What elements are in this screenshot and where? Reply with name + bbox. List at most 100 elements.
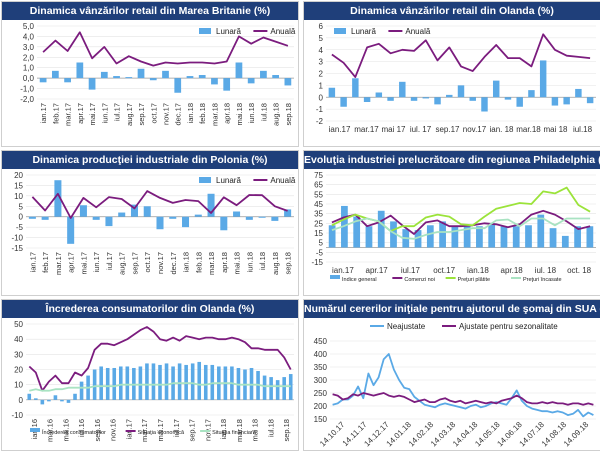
bar bbox=[198, 75, 206, 79]
bar bbox=[92, 369, 97, 400]
y-tick-label: 20 bbox=[14, 171, 23, 180]
x-tick-label: iun.18 bbox=[247, 103, 256, 123]
series-line bbox=[331, 217, 591, 240]
series-line bbox=[28, 326, 292, 392]
bar bbox=[574, 226, 581, 248]
x-tick-label: feb.18 bbox=[198, 103, 207, 124]
y-tick-label: -5 bbox=[16, 223, 24, 232]
y-tick-label: 0,0 bbox=[23, 74, 35, 83]
bar bbox=[516, 97, 523, 107]
x-tick-label: mar.18 bbox=[235, 419, 244, 442]
y-tick-label: -15 bbox=[11, 244, 23, 253]
x-tick-label: mai 18 bbox=[251, 419, 260, 442]
x-tick-label: ian.17 bbox=[329, 125, 351, 134]
y-tick-label: 30 bbox=[14, 350, 23, 359]
y-tick-label: 5 bbox=[19, 202, 24, 211]
x-tick-label: oct. 18 bbox=[567, 266, 592, 275]
series-line bbox=[42, 31, 289, 67]
bar bbox=[363, 97, 371, 102]
x-tick-label: iul.18 bbox=[258, 252, 267, 270]
bar bbox=[66, 399, 71, 403]
bar bbox=[284, 209, 292, 217]
panel-uk-retail: Dinamica vânzărilor retail din Marea Bri… bbox=[1, 1, 299, 147]
bar bbox=[439, 221, 446, 248]
legend-label: Lunară bbox=[216, 27, 241, 36]
y-tick-label: 45 bbox=[314, 200, 323, 209]
y-tick-label: 250 bbox=[314, 389, 328, 398]
bar bbox=[105, 367, 110, 400]
x-tick-label: iul. 18 bbox=[535, 266, 557, 275]
y-tick-label: -15 bbox=[311, 258, 323, 267]
bar bbox=[60, 399, 64, 402]
bar bbox=[328, 225, 336, 248]
bar bbox=[377, 210, 385, 248]
series-line bbox=[29, 382, 291, 392]
bar bbox=[118, 366, 123, 400]
bar bbox=[500, 226, 508, 248]
chart-title: Numărul cererilor iniţiale pentru ajutor… bbox=[304, 300, 600, 318]
x-tick-label: apr.17 bbox=[76, 103, 85, 124]
y-tick-label: 4,0 bbox=[23, 32, 35, 41]
y-tick-label: 15 bbox=[314, 229, 323, 238]
x-tick-label: aug.18 bbox=[272, 103, 281, 126]
x-tick-label: mai.18 bbox=[235, 103, 244, 126]
x-tick-label: sep.17 bbox=[137, 103, 146, 126]
bar bbox=[211, 78, 218, 85]
x-tick-label: iul.17 bbox=[401, 266, 421, 275]
bar bbox=[446, 94, 453, 98]
x-tick-label: feb.17 bbox=[51, 103, 60, 124]
x-tick-label: iul.18 bbox=[266, 419, 275, 437]
bar bbox=[387, 97, 394, 101]
x-tick-label: 14.09.18 bbox=[562, 420, 591, 449]
x-tick-label: mar.17 bbox=[354, 125, 379, 134]
x-tick-label: sep.18 bbox=[282, 419, 291, 442]
bar bbox=[549, 228, 557, 248]
series-line bbox=[31, 190, 288, 219]
x-tick-label: iul.17 bbox=[172, 419, 181, 437]
y-tick-label: 35 bbox=[314, 210, 323, 219]
bar bbox=[203, 364, 208, 400]
y-tick-label: 25 bbox=[314, 219, 323, 228]
bar bbox=[463, 226, 471, 248]
bar bbox=[399, 81, 406, 98]
x-tick-label: oct.17 bbox=[433, 266, 455, 275]
y-tick-label: -10 bbox=[11, 411, 23, 420]
bar bbox=[353, 216, 361, 248]
bar bbox=[457, 85, 465, 98]
y-tick-label: 0 bbox=[19, 396, 24, 405]
bar bbox=[73, 393, 77, 400]
legend-label: Lunară bbox=[351, 27, 376, 36]
bar bbox=[64, 78, 71, 83]
x-tick-label: iul.18 bbox=[573, 125, 593, 134]
chart-title: Dinamica producţiei industriale din Polo… bbox=[2, 151, 298, 169]
bar bbox=[476, 226, 483, 248]
bar bbox=[410, 97, 418, 101]
y-tick-label: 5 bbox=[319, 239, 324, 248]
x-tick-label: iul. 17 bbox=[410, 125, 432, 134]
x-tick-label: apr.18 bbox=[223, 103, 232, 124]
x-tick-label: ian.18 bbox=[467, 266, 489, 275]
y-tick-label: 55 bbox=[314, 190, 323, 199]
series-line bbox=[331, 209, 591, 235]
bar bbox=[561, 235, 569, 248]
bar bbox=[586, 97, 594, 104]
bar bbox=[151, 363, 156, 400]
bar bbox=[434, 97, 441, 105]
x-tick-label: ian.17 bbox=[28, 252, 37, 272]
bar bbox=[41, 216, 49, 220]
x-tick-label: mar.18 bbox=[210, 103, 219, 126]
y-tick-label: 1,0 bbox=[23, 64, 35, 73]
bar bbox=[100, 71, 108, 79]
legend-label: Lunară bbox=[216, 176, 241, 185]
y-tick-label: -2 bbox=[316, 117, 324, 126]
x-tick-label: mai.17 bbox=[88, 103, 97, 126]
y-tick-label: 0 bbox=[319, 93, 324, 102]
legend-label: Preţuri plătite bbox=[458, 277, 490, 283]
legend-swatch bbox=[199, 177, 211, 183]
chart-title: Dinamica vânzărilor retail din Marea Bri… bbox=[2, 2, 298, 20]
series-line bbox=[331, 33, 591, 78]
bar bbox=[586, 226, 594, 248]
legend-label: Anuală bbox=[270, 27, 295, 36]
y-tick-label: 3 bbox=[319, 58, 324, 67]
y-tick-label: 10 bbox=[14, 192, 23, 201]
